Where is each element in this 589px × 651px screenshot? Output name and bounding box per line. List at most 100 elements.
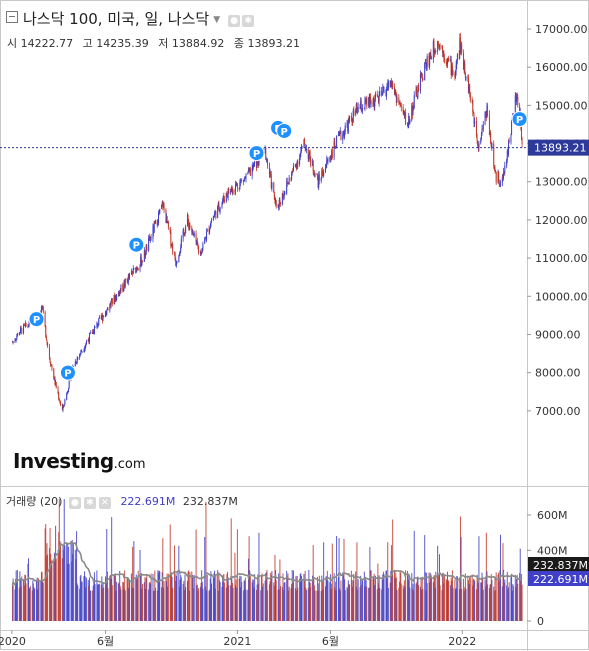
volume-bar [89,590,91,621]
volume-bar [262,586,264,621]
volume-bar [210,571,212,621]
volume-bar [344,590,346,621]
candle-body [55,382,57,388]
volume-bar [36,581,38,621]
candle-body [329,156,331,159]
volume-bar [430,575,432,621]
candle-body [106,309,108,315]
volume-header: 거래량 (20) ● ✱ ✕ 222.691M 232.837M [6,493,238,509]
candle-body [439,45,440,48]
eye-icon[interactable]: ● [228,15,241,27]
candle-body [517,97,519,106]
volume-bar [92,585,94,621]
volume-bar [451,570,453,621]
collapse-icon[interactable] [6,11,18,23]
volume-bar [430,576,432,621]
volume-ma-value: 222.691M [120,495,176,508]
candle-body [209,228,211,232]
volume-title: 거래량 (20) [6,495,63,508]
volume-bar [329,574,331,621]
candle-body [139,265,141,270]
candle-body [176,262,178,264]
volume-bar [493,586,495,621]
volume-bar [166,573,168,621]
volume-bar [84,571,86,621]
candle-body [60,402,62,405]
volume-bar [355,586,357,621]
volume-bar [251,582,253,621]
volume-bar [468,583,470,621]
candle-body [217,203,219,206]
volume-bar [122,581,124,621]
volume-bar [309,587,311,621]
volume-bar [44,528,46,621]
volume-bar [140,575,142,621]
volume-bar [105,576,107,621]
gear-icon[interactable]: ✱ [83,497,96,509]
volume-bar [269,581,271,621]
candle-body [452,73,454,75]
candle-body [16,336,18,340]
volume-bar [33,587,35,621]
volume-bar [77,585,79,621]
candle-body [25,322,27,327]
eye-icon[interactable]: ● [68,497,81,509]
volume-bar [392,519,394,621]
candle-body [131,271,133,273]
volume-bar [19,571,21,621]
candle-body [202,243,204,249]
price-tick-label: 8000.00 [535,367,581,380]
volume-bar [49,527,51,621]
candle-body [228,188,230,194]
gear-icon[interactable]: ✱ [242,15,255,27]
candle-body [360,101,362,111]
candle-body [109,303,111,306]
candle-body [208,229,210,232]
volume-bar [364,586,366,621]
volume-bar [102,583,104,621]
candle-body [407,123,409,127]
volume-last-label: 222.691M [533,573,588,586]
volume-bar [37,578,39,621]
candle-body [59,400,61,403]
candle-body [493,165,495,167]
candle-body [252,165,254,168]
volume-bar [171,576,173,621]
chevron-down-icon[interactable]: ▼ [213,15,221,25]
volume-bar [287,573,289,621]
volume-bar [329,582,331,621]
candle-body [148,238,150,251]
logo-suffix: .com [113,457,146,472]
volume-bar [282,573,284,621]
close-icon[interactable]: ✕ [98,497,111,509]
volume-bar [58,499,60,621]
candle-body [184,232,186,236]
volume-bar [390,570,392,621]
volume-bar [111,585,113,621]
volume-bar [455,588,457,621]
candle-body [105,311,107,317]
candle-body [464,63,466,74]
volume-bar [249,576,251,621]
volume-bar [374,585,376,621]
volume-bar [123,588,125,621]
volume-bar [110,575,112,621]
volume-bar [456,576,458,621]
candle-body [443,51,445,58]
volume-bar [275,570,277,621]
candle-body [114,295,116,302]
candle-body [140,256,142,266]
volume-bar [93,572,95,621]
volume-bar [447,571,449,621]
volume-bar [366,586,368,621]
candle-body [363,108,365,109]
volume-bar [283,589,285,621]
candle-body [19,332,21,335]
candle-body [312,161,314,166]
candle-body [63,404,65,407]
volume-bar [219,582,221,621]
volume-bar [244,580,246,621]
candle-body [331,150,333,160]
volume-bar [403,580,405,621]
